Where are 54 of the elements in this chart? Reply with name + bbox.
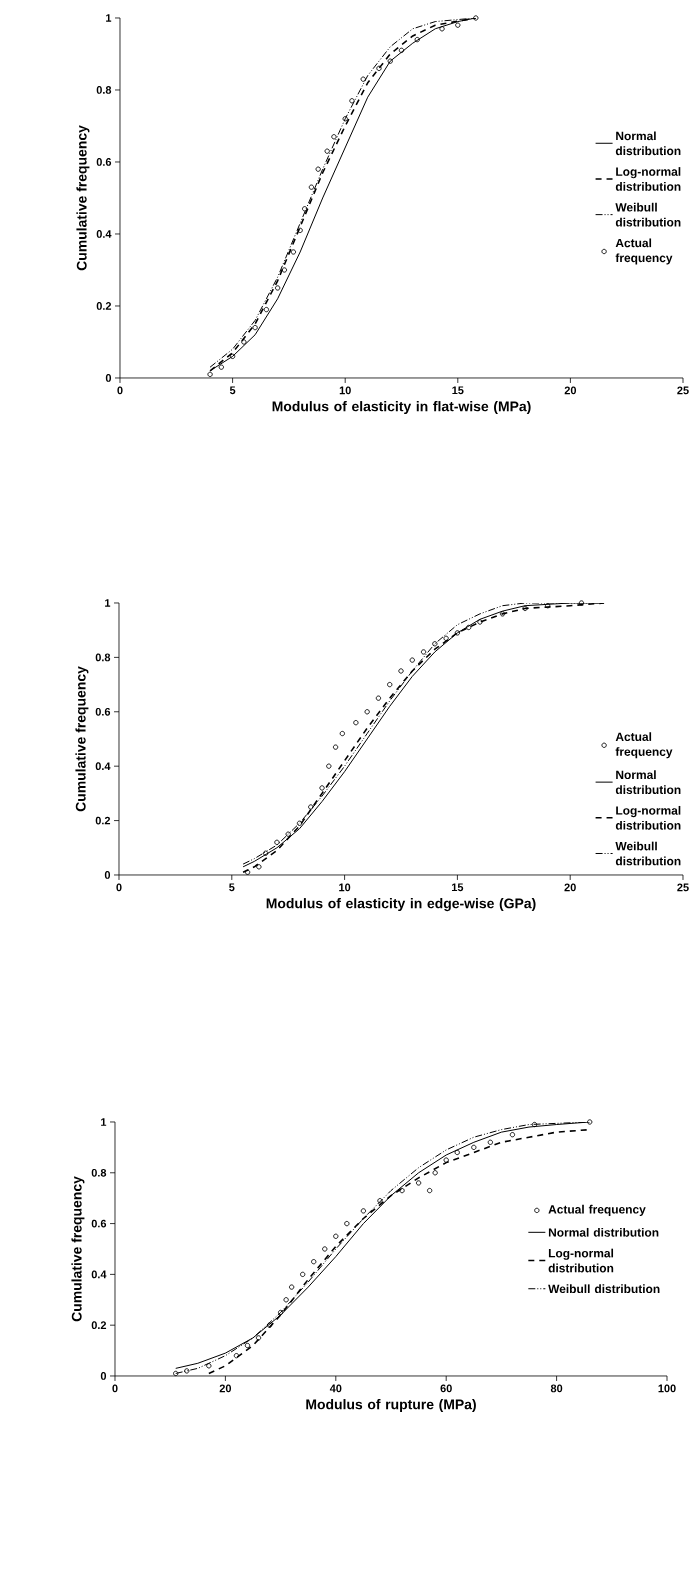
x-tick-label: 15 [452,386,464,395]
x-tick-label: 20 [564,883,576,892]
y-tick-label: 0.4 [95,762,111,771]
legend-label: Actual frequency [615,732,673,759]
x-tick-label: 25 [677,386,689,395]
x-tick-label: 100 [658,1384,676,1393]
y-tick-label: 0 [100,1372,107,1380]
x-axis-title: Modulus of elasticity in flat-wise (MPa) [272,401,531,415]
y-axis-title: Cumulative frequency [75,666,89,812]
legend-label: Log-normal distribution [615,805,681,830]
x-tick-label: 40 [329,1384,342,1393]
y-tick-label: 0.4 [96,230,112,238]
y-tick-label: 0.6 [95,707,111,716]
x-axis-title: Modulus of rupture (MPa) [306,1399,476,1413]
legend-label: Log-normal distribution [548,1248,614,1273]
x-tick-label: 10 [339,386,351,395]
x-axis-title: Modulus of elasticity in edge-wise (GPa) [266,898,536,912]
y-tick-label: 0.2 [96,302,112,310]
legend-label: Weibull distribution [615,202,681,227]
y-tick-label: 1 [101,1118,107,1126]
y-tick-label: 0.2 [91,1321,107,1330]
legend-label: Log-normal distribution [615,167,681,191]
legend-label: Normal distribution [615,770,681,794]
legend-label: Normal distribution [548,1227,659,1237]
y-tick-label: 0 [105,374,112,382]
x-tick-label: 0 [117,386,123,395]
y-tick-label: 0.6 [96,158,112,166]
legend-label: Weibull distribution [548,1284,660,1294]
y-tick-label: 0.8 [96,86,112,94]
x-tick-label: 60 [440,1384,452,1393]
x-tick-label: 0 [112,1384,118,1393]
y-tick-label: 1 [105,599,111,607]
y-tick-label: 0.4 [91,1270,107,1279]
y-tick-label: 0.6 [91,1219,107,1228]
legend-label: Actual frequency [615,238,673,265]
y-tick-label: 0.8 [95,653,111,662]
x-tick-label: 10 [339,883,351,892]
x-tick-label: 80 [550,1384,563,1393]
legend-label: Actual frequency [548,1204,646,1216]
x-tick-label: 0 [116,883,122,892]
x-tick-label: 5 [229,386,236,395]
y-axis-title: Cumulative frequency [71,1176,85,1322]
x-tick-label: 25 [677,883,689,892]
legend-label: Normal distribution [615,131,681,156]
x-tick-label: 5 [229,883,235,892]
legend-label: Weibull distribution [615,841,681,866]
y-tick-label: 0 [104,871,111,879]
y-tick-label: 0.2 [95,816,111,825]
x-tick-label: 20 [564,386,577,395]
y-tick-label: 0.8 [91,1168,107,1177]
y-tick-label: 1 [106,14,112,22]
x-tick-label: 15 [451,883,464,892]
x-tick-label: 20 [219,1384,232,1393]
y-axis-title: Cumulative frequency [76,125,90,271]
